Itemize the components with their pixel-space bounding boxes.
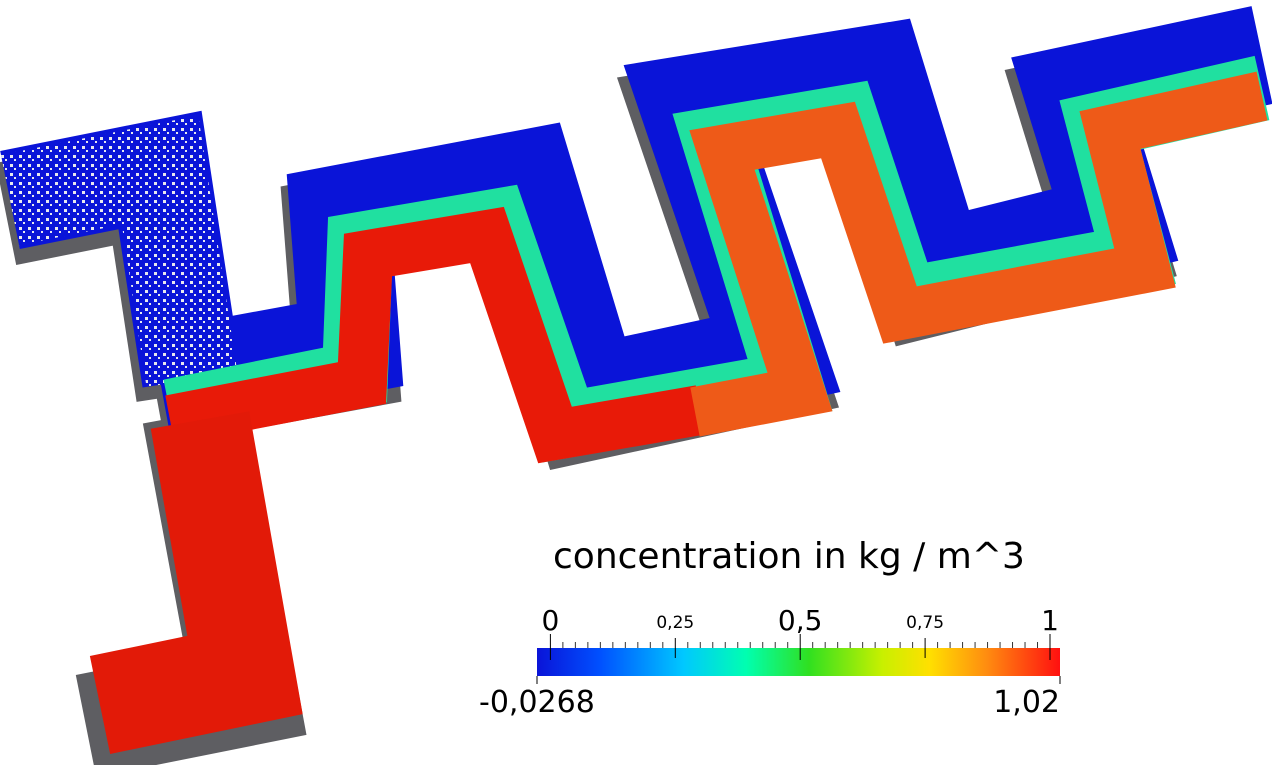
range-max-label: 1,02 <box>993 685 1060 720</box>
colorbar: concentration in kg / m^3 -0,0268 1,02 0 0,… <box>479 536 1061 720</box>
tick-label: 1 <box>1041 604 1059 637</box>
colorbar-gradient <box>537 648 1060 676</box>
channel-geometry <box>0 6 1272 765</box>
colorbar-title: concentration in kg / m^3 <box>553 536 1025 577</box>
range-min-label: -0,0268 <box>479 685 595 720</box>
tick-label: 0,25 <box>656 613 694 633</box>
tick-label: 0,75 <box>906 613 944 633</box>
tick-label: 0 <box>541 604 559 637</box>
tick-label: 0,5 <box>778 604 823 637</box>
